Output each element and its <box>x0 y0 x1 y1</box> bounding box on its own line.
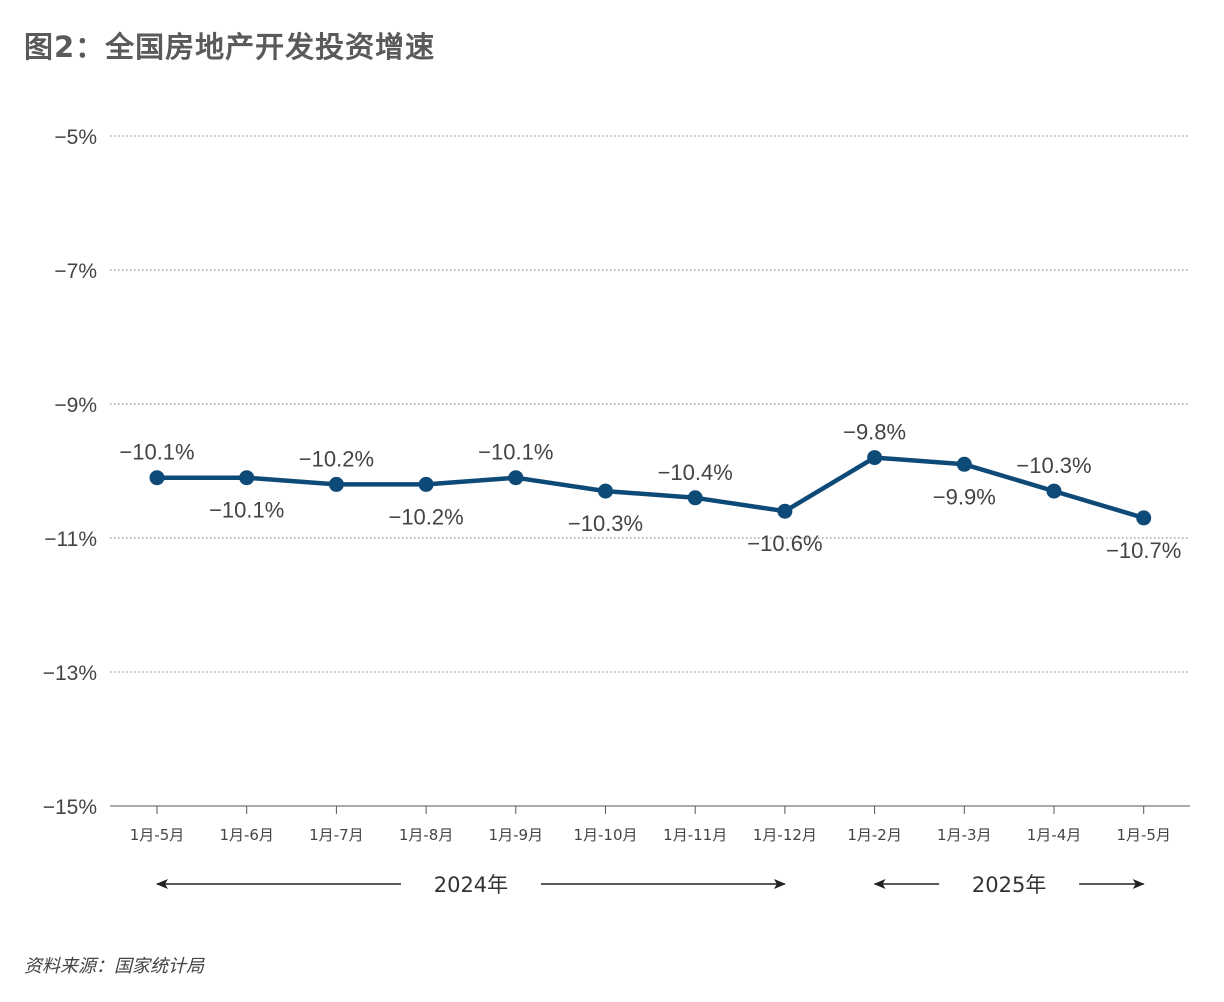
x-tick-label: 1月-10月 <box>573 826 637 844</box>
x-tick-label: 1月-9月 <box>489 826 544 844</box>
data-point <box>239 470 255 486</box>
y-tick-label: −5% <box>54 126 97 149</box>
data-label: −9.8% <box>843 420 906 445</box>
data-labels: −10.1% −10.1% −10.2% −10.2% −10.1% −10.3% −10.… <box>119 420 1181 563</box>
data-label: −10.1% <box>119 440 194 465</box>
data-point <box>1136 510 1152 526</box>
data-label: −10.4% <box>658 460 733 485</box>
x-tick-label: 1月-11月 <box>663 826 727 844</box>
data-point <box>956 456 972 472</box>
data-point <box>418 476 434 492</box>
page-title: 图2：全国房地产开发投资增速 <box>24 30 436 64</box>
data-label: −10.6% <box>747 531 822 556</box>
period-annotations: 2024年 2025年 <box>156 873 1145 897</box>
x-tick-label: 1月-5月 <box>1116 826 1171 844</box>
data-label: −10.7% <box>1106 538 1181 563</box>
x-tick-label: 1月-4月 <box>1027 826 1082 844</box>
source-note: 资料来源：国家统计局 <box>24 956 204 977</box>
grid-layer <box>110 135 1190 673</box>
y-tick-label: −11% <box>44 528 97 551</box>
data-label: −10.3% <box>568 511 643 536</box>
y-tick-label: −7% <box>54 260 97 283</box>
x-tick-label: 1月-2月 <box>847 826 902 844</box>
data-label: −10.3% <box>1016 453 1091 478</box>
data-point <box>598 483 613 499</box>
data-label: −9.9% <box>933 484 996 509</box>
x-tick-label: 1月-6月 <box>219 826 274 844</box>
y-tick-label: −15% <box>43 796 97 819</box>
data-point <box>777 503 793 519</box>
data-label: −10.1% <box>478 440 553 465</box>
y-tick-label: −13% <box>43 662 97 685</box>
x-tick-label: 1月-3月 <box>937 826 992 844</box>
y-tick-label: −9% <box>54 394 97 417</box>
data-point <box>867 450 883 466</box>
x-axis-ticks: 1月-5月 1月-6月 1月-7月 1月-8月 1月-9月 1月-10月 1月-11月 1月-… <box>130 806 1171 844</box>
data-point <box>1046 483 1062 499</box>
period-label: 2025年 <box>972 873 1046 897</box>
data-label: −10.1% <box>209 498 284 523</box>
x-tick-label: 1月-12月 <box>753 826 817 844</box>
series-layer <box>149 450 1152 526</box>
x-tick-label: 1月-8月 <box>399 826 454 844</box>
data-label: −10.2% <box>388 504 463 529</box>
data-point <box>328 476 344 492</box>
period-label: 2024年 <box>434 873 508 897</box>
series-line <box>154 455 1146 521</box>
y-axis-ticks: −5% −7% −9% −11% −13% −15% <box>43 126 97 819</box>
data-point <box>508 470 524 486</box>
data-point <box>687 490 703 506</box>
data-point <box>149 470 165 486</box>
x-tick-label: 1月-7月 <box>309 826 364 844</box>
data-label: −10.2% <box>299 446 374 471</box>
x-tick-label: 1月-5月 <box>130 826 185 844</box>
